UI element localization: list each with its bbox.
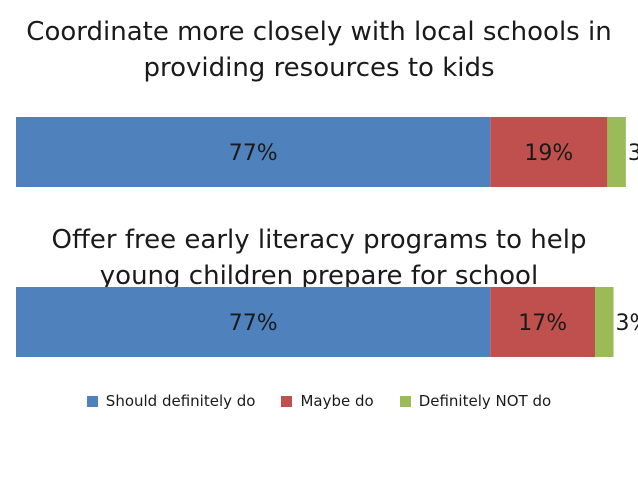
- legend-item-definitely-not-do: Definitely NOT do: [399, 392, 552, 410]
- chart-title-2-line-2: young children prepare for school: [99, 261, 539, 291]
- chart-title-1-line-2: providing resources to kids: [143, 53, 495, 83]
- bar-2-maybe-do-label: 17%: [518, 311, 567, 336]
- legend-label-definitely-not-do: Definitely NOT do: [418, 392, 552, 410]
- legend-label-maybe-do: Maybe do: [300, 392, 374, 410]
- legend-swatch-should-definitely-do: [86, 395, 98, 407]
- chart-title-2-line-1: Offer free early literacy programs to he…: [51, 225, 587, 255]
- legend-label-should-definitely-do: Should definitely do: [105, 392, 256, 410]
- legend-item-maybe-do: Maybe do: [281, 392, 374, 410]
- legend-swatch-definitely-not-do: [399, 395, 411, 407]
- bar-1-maybe-do-label: 19%: [524, 141, 573, 166]
- bar-2-maybe-do: [490, 287, 596, 357]
- bar-2-should-definitely-do: [16, 287, 491, 357]
- legend-item-should-definitely-do: Should definitely do: [86, 392, 256, 410]
- bar-1-should-definitely-do: [16, 117, 491, 187]
- bar-1-should-definitely-do-label: 77%: [229, 141, 278, 166]
- bar-2-definitely-not-do: [595, 287, 614, 357]
- chart-title-2: Offer free early literacy programs to he…: [0, 222, 638, 294]
- legend-swatch-maybe-do: [281, 395, 293, 407]
- bar-1-definitely-not-do-label: 3%: [628, 141, 638, 166]
- bar-2-should-definitely-do-label: 77%: [229, 311, 278, 336]
- bar-2-definitely-not-do-label: 3%: [616, 311, 638, 336]
- bar-1-definitely-not-do: [607, 117, 626, 187]
- bar-1-maybe-do: [490, 117, 608, 187]
- legend: Should definitely do Maybe do Definitely…: [0, 392, 638, 410]
- chart-title-1: Coordinate more closely with local schoo…: [0, 14, 638, 86]
- chart-title-1-line-1: Coordinate more closely with local schoo…: [26, 17, 612, 47]
